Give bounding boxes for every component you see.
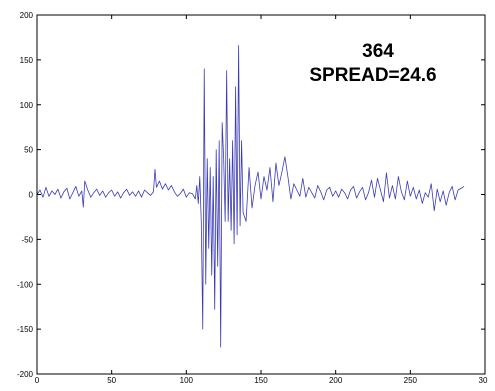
annotation-id: 364 bbox=[362, 41, 394, 62]
y-tick-label: 150 bbox=[20, 56, 34, 65]
annotation-spread: SPREAD=24.6 bbox=[309, 65, 436, 86]
x-tick-label: 150 bbox=[254, 376, 268, 385]
y-tick-label: -100 bbox=[17, 280, 34, 289]
y-tick-label: -200 bbox=[17, 370, 34, 379]
y-tick-label: 200 bbox=[20, 11, 34, 20]
x-tick-label: 250 bbox=[404, 376, 418, 385]
y-tick-label: 100 bbox=[20, 101, 34, 110]
y-tick-label: 50 bbox=[24, 146, 33, 155]
series-line-0 bbox=[36, 45, 465, 348]
y-tick-label: -150 bbox=[17, 325, 34, 334]
x-tick-label: 50 bbox=[107, 376, 116, 385]
x-tick-label: 100 bbox=[180, 376, 194, 385]
x-tick-label: 30 bbox=[479, 376, 488, 385]
x-tick-label: 200 bbox=[329, 376, 343, 385]
y-tick-label: 0 bbox=[29, 191, 34, 200]
x-tick-label: 0 bbox=[35, 376, 40, 385]
y-tick-label: -50 bbox=[21, 235, 33, 244]
